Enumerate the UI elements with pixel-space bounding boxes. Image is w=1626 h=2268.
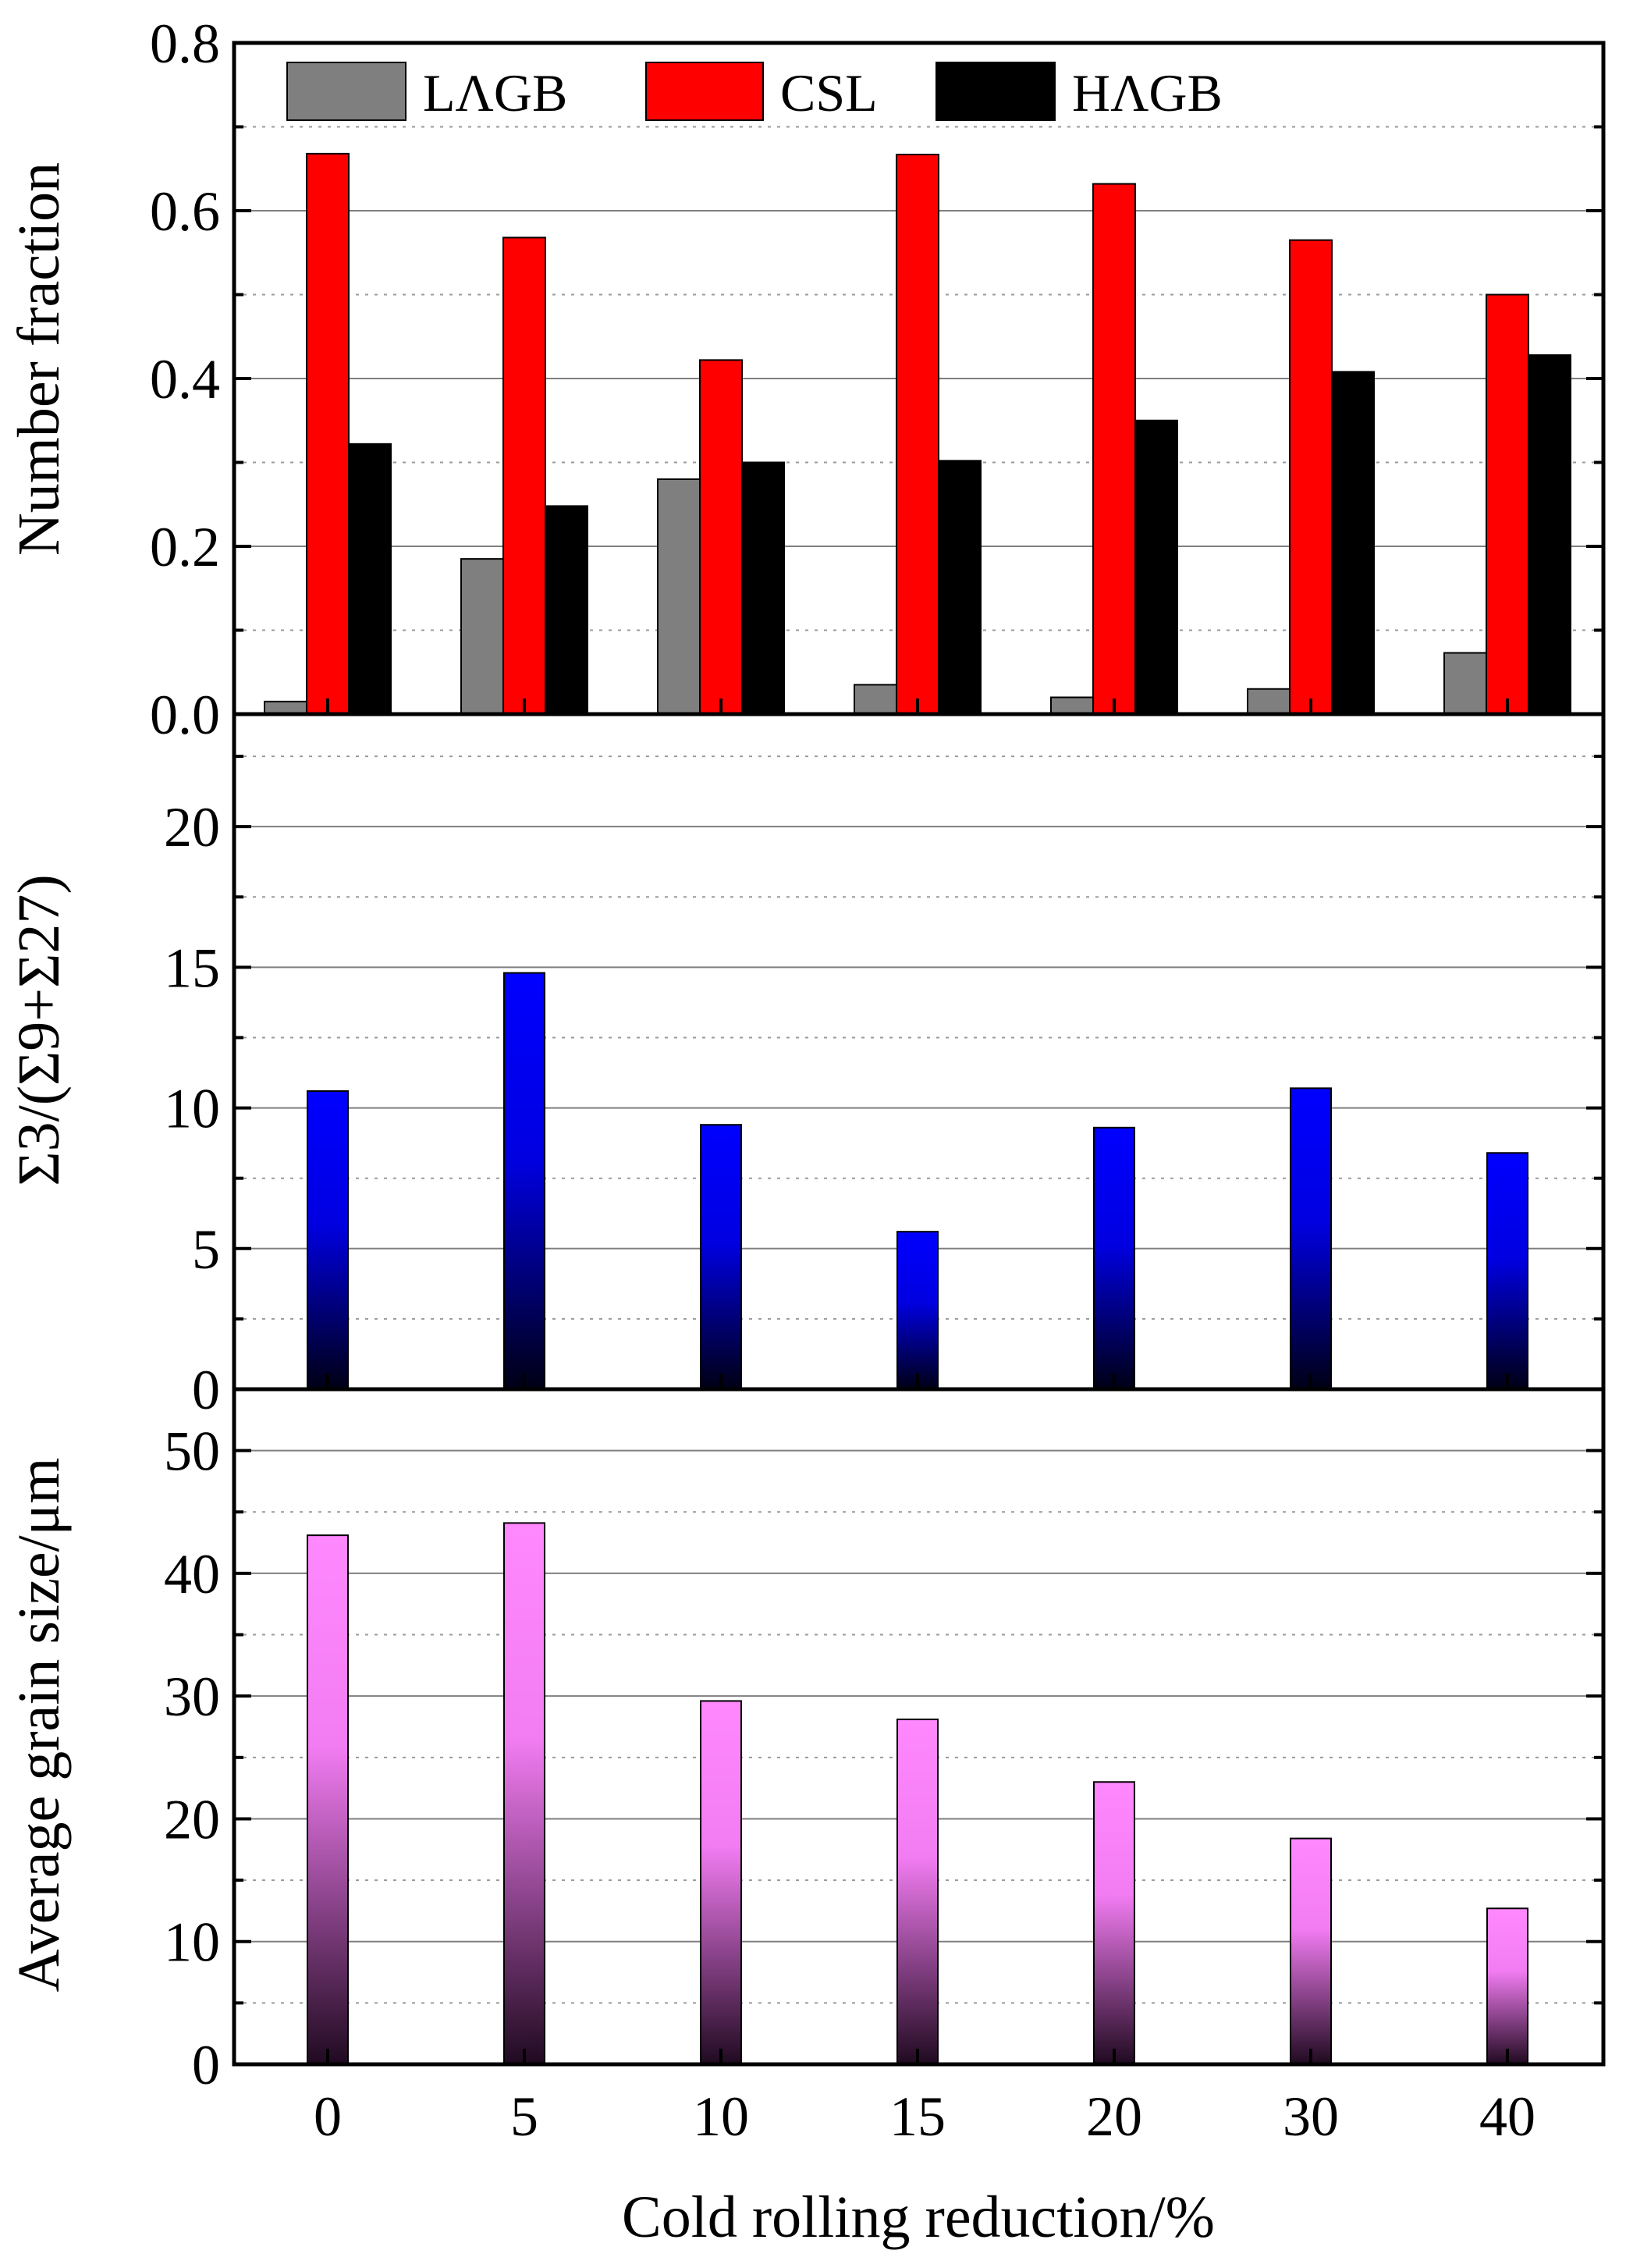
- bar-csl-30: [1289, 239, 1333, 715]
- panel-grain-size: 0 10 20 30 40 50 Average grain size/μm: [6, 1387, 1606, 2096]
- x-tick-label: 5: [510, 2085, 538, 2148]
- bar-csl-0: [306, 152, 350, 715]
- y-tick-label: 0: [192, 1359, 220, 1421]
- y-tick-label: 0: [192, 2034, 220, 2096]
- bar-hagb-10: [741, 461, 785, 715]
- y-tick-labels: 0.0 0.2 0.4 0.6 0.8: [150, 12, 220, 746]
- y-tick-label: 0.0: [150, 684, 220, 746]
- bar-csl-20: [1092, 183, 1136, 716]
- bar-csl-5: [502, 236, 546, 715]
- bar-10: [700, 1124, 742, 1391]
- bar-40: [1486, 1907, 1528, 2066]
- y-tick-labels: 0 10 20 30 40 50: [164, 1420, 220, 2096]
- x-tick-label: 15: [889, 2085, 946, 2148]
- legend-swatch-csl: [645, 62, 764, 121]
- bar-10: [700, 1700, 742, 2065]
- legend-label-csl: CSL: [780, 63, 878, 123]
- y-tick-label: 5: [192, 1218, 220, 1281]
- bar-lagb-20: [1050, 696, 1094, 715]
- x-tick-label: 0: [314, 2085, 342, 2148]
- x-tick-labels: 0 5 10 15 20 30 40: [314, 2085, 1535, 2148]
- bar-lagb-30: [1247, 688, 1291, 715]
- y-axis-label: Σ3/(Σ9+Σ27): [6, 874, 72, 1186]
- bar-5: [503, 1522, 545, 2065]
- x-tick-label: 30: [1283, 2085, 1339, 2148]
- y-tick-label: 0.4: [150, 348, 220, 411]
- bar-group: [307, 972, 1528, 1391]
- y-tick-label: 40: [164, 1543, 220, 1605]
- x-tick-label: 20: [1086, 2085, 1142, 2148]
- bar-40: [1486, 1152, 1528, 1390]
- bar-hagb-40: [1528, 354, 1571, 715]
- bar-lagb-40: [1443, 652, 1487, 716]
- bar-hagb-15: [938, 460, 982, 715]
- y-tick-label: 30: [164, 1665, 220, 1728]
- bar-lagb-5: [460, 558, 504, 715]
- bar-csl-40: [1486, 293, 1529, 715]
- bar-group: [307, 1522, 1528, 2066]
- bar-30: [1290, 1087, 1332, 1390]
- bar-20: [1093, 1126, 1135, 1390]
- bar-hagb-30: [1331, 371, 1375, 715]
- y-tick-label: 20: [164, 796, 220, 858]
- bar-lagb-15: [854, 684, 897, 715]
- bar-20: [1093, 1781, 1135, 2065]
- x-axis-label: Cold rolling reduction/%: [622, 2184, 1215, 2250]
- y-axis-label: Average grain size/μm: [6, 1457, 72, 1992]
- legend-swatch-lagb: [286, 62, 406, 121]
- y-tick-labels: 0 5 10 15 20: [164, 796, 220, 1421]
- bar-lagb-10: [657, 478, 701, 715]
- y-tick-label: 0.6: [150, 180, 220, 243]
- legend-swatch-hagb: [935, 62, 1056, 121]
- bar-hagb-0: [348, 443, 392, 715]
- y-tick-label: 0.2: [150, 516, 220, 578]
- panel-sigma-ratio: 0 5 10 15 20 Σ3/(Σ9+Σ27): [6, 712, 1606, 1421]
- bar-5: [503, 972, 545, 1391]
- bar-hagb-5: [545, 505, 588, 716]
- axis-ticks: [234, 755, 1603, 1391]
- y-tick-label: 20: [164, 1788, 220, 1850]
- y-tick-label: 15: [164, 937, 220, 999]
- y-tick-label: 10: [164, 1078, 220, 1140]
- axis-ticks: [234, 1449, 1603, 2066]
- x-tick-label: 40: [1479, 2085, 1535, 2148]
- x-tick-label: 10: [693, 2085, 749, 2148]
- bar-hagb-20: [1134, 419, 1178, 715]
- y-tick-label: 0.8: [150, 12, 220, 75]
- legend: LΛGB CSL HΛGB: [286, 62, 1223, 123]
- y-tick-label: 50: [164, 1420, 220, 1483]
- bar-15: [896, 1231, 939, 1390]
- legend-label-hagb: HΛGB: [1072, 63, 1223, 123]
- y-axis-label: Number fraction: [6, 162, 72, 556]
- bar-group: [264, 152, 1571, 716]
- bar-0: [307, 1090, 349, 1391]
- legend-label-lagb: LΛGB: [423, 63, 567, 123]
- bar-csl-15: [896, 153, 939, 716]
- y-tick-label: 10: [164, 1911, 220, 1974]
- panel-number-fraction: 0.0 0.2 0.4 0.6 0.8 Number fraction LΛGB CSL…: [6, 12, 1606, 746]
- bar-0: [307, 1534, 349, 2065]
- bar-30: [1290, 1837, 1332, 2065]
- bar-csl-10: [699, 359, 743, 715]
- bar-15: [896, 1719, 939, 2066]
